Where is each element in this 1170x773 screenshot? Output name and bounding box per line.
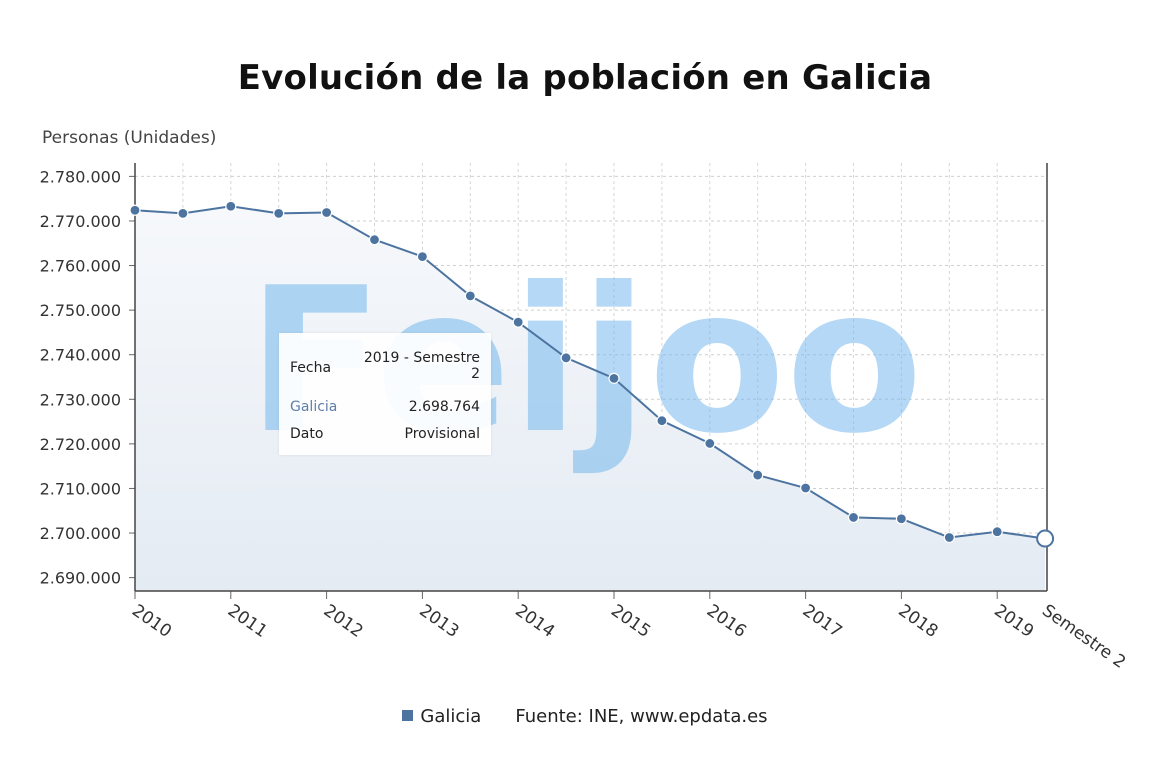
data-point[interactable] xyxy=(560,352,572,364)
data-point[interactable] xyxy=(943,531,955,544)
source-note: Fuente: INE, www.epdata.es xyxy=(515,706,768,727)
x-tick-label: 2010 xyxy=(128,601,175,642)
data-point[interactable] xyxy=(368,234,381,246)
data-point[interactable] xyxy=(321,206,333,219)
data-point[interactable] xyxy=(991,526,1003,538)
y-tick-label: 2.780.000 xyxy=(40,167,121,186)
x-tick-label: 2017 xyxy=(799,601,846,642)
data-point[interactable] xyxy=(608,372,620,384)
y-tick-label: 2.750.000 xyxy=(40,301,121,320)
data-point[interactable] xyxy=(656,415,668,427)
x-tick-label: 2014 xyxy=(511,601,558,642)
y-tick-label: 2.720.000 xyxy=(40,435,121,454)
data-point[interactable] xyxy=(225,200,237,212)
data-point[interactable] xyxy=(847,511,860,524)
y-axis-title: Personas (Unidades) xyxy=(42,128,217,148)
data-point[interactable] xyxy=(752,469,764,481)
y-axis-ticks: 2.690.000 2.700.000 2.710.000 2.720.000 2.73… xyxy=(40,167,121,587)
series-area-galicia xyxy=(135,206,1046,591)
y-tick-label: 2.770.000 xyxy=(40,212,121,231)
x-tick-label: Semestre 2 xyxy=(1038,601,1129,673)
y-tick-label: 2.760.000 xyxy=(40,257,121,276)
data-point[interactable] xyxy=(895,513,908,525)
legend: Galicia Fuente: INE, www.epdata.es xyxy=(0,706,1170,727)
tooltip-dato-value: Provisional xyxy=(404,426,480,442)
tooltip-series-value: 2.698.764 xyxy=(408,399,480,415)
x-tick-label: 2019 xyxy=(990,601,1037,642)
data-point[interactable] xyxy=(416,251,428,263)
tooltip-dato-label: Dato xyxy=(290,426,324,442)
data-point[interactable] xyxy=(464,290,476,302)
x-tick-label: 2011 xyxy=(224,601,271,642)
data-tooltip: Fecha 2019 - Semestre 2 Galicia 2.698.76… xyxy=(279,333,491,455)
series-points-galicia xyxy=(129,200,1055,548)
data-point[interactable] xyxy=(129,204,141,216)
data-point-highlighted[interactable] xyxy=(1036,529,1055,548)
y-tick-label: 2.740.000 xyxy=(40,346,121,365)
x-tick-label: 2015 xyxy=(607,601,654,642)
data-point[interactable] xyxy=(177,207,189,219)
y-tick-label: 2.700.000 xyxy=(40,524,121,543)
x-axis-ticks: 2010 2011 2012 2013 2014 2015 2016 2017 2018 2019… xyxy=(128,601,1129,673)
x-tick-label: 2013 xyxy=(416,601,463,642)
tooltip-fecha-value-line1: 2019 - Semestre xyxy=(363,350,480,366)
data-point[interactable] xyxy=(512,316,524,328)
tooltip-fecha-value: 2019 - Semestre 2 xyxy=(364,350,480,382)
x-tick-label: 2016 xyxy=(703,601,750,642)
data-point[interactable] xyxy=(799,482,812,494)
tooltip-fecha-value-line2: 2 xyxy=(471,366,480,382)
axes xyxy=(129,163,1048,599)
legend-label-galicia[interactable]: Galicia xyxy=(420,706,482,727)
legend-swatch-galicia xyxy=(402,710,414,721)
x-tick-label: 2018 xyxy=(895,601,942,642)
tooltip-fecha-label: Fecha xyxy=(290,360,332,376)
data-point[interactable] xyxy=(704,437,716,450)
chart-title: Evolución de la población en Galicia xyxy=(237,58,933,98)
y-tick-label: 2.710.000 xyxy=(40,479,121,498)
data-point[interactable] xyxy=(273,207,285,219)
x-tick-label: 2012 xyxy=(320,601,367,642)
series-line-galicia xyxy=(134,205,1046,540)
tooltip-series-label: Galicia xyxy=(290,399,338,415)
y-tick-label: 2.730.000 xyxy=(40,390,121,409)
y-tick-label: 2.690.000 xyxy=(40,569,121,588)
